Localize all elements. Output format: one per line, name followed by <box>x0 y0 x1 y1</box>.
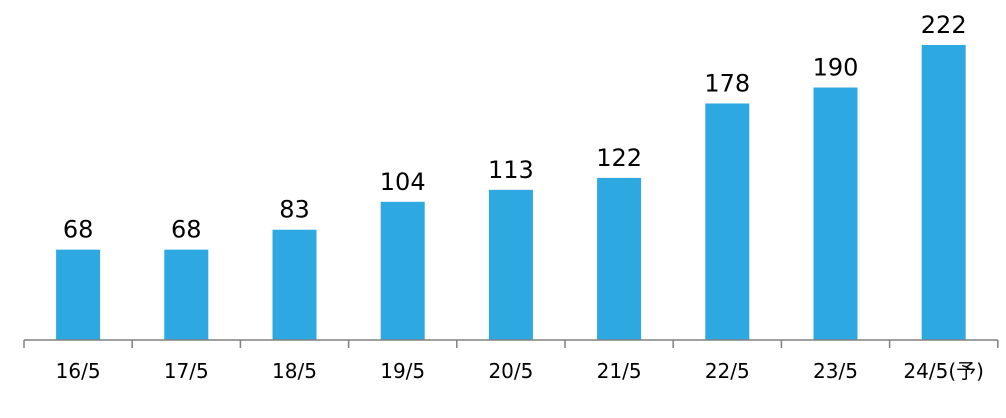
bar-24/5(予) <box>921 45 966 340</box>
bar-18/5 <box>272 229 317 340</box>
x-tick-label: 19/5 <box>380 359 425 383</box>
x-tick-label: 16/5 <box>56 359 101 383</box>
x-tick-label: 20/5 <box>488 359 533 383</box>
x-tick-label: 22/5 <box>705 359 750 383</box>
bar-16/5 <box>56 249 101 340</box>
data-label: 83 <box>279 196 310 224</box>
bar-22/5 <box>705 103 750 340</box>
data-label: 68 <box>171 216 202 244</box>
x-tick-label: 21/5 <box>597 359 642 383</box>
data-label: 178 <box>704 69 750 97</box>
data-label: 222 <box>921 11 967 39</box>
bar-19/5 <box>380 201 425 340</box>
data-label: 190 <box>813 54 859 82</box>
data-label: 68 <box>63 216 94 244</box>
x-tick-label: 23/5 <box>813 359 858 383</box>
data-label: 113 <box>488 156 534 184</box>
x-tick-label: 24/5(予) <box>903 359 984 383</box>
bar-23/5 <box>813 87 858 340</box>
bar-20/5 <box>488 189 533 340</box>
bar-21/5 <box>597 177 642 340</box>
x-axis: 16/5 17/5 18/5 19/5 20/5 21/5 22/5 23/5 24/5(予) <box>23 339 999 383</box>
bars-layer <box>56 45 966 340</box>
x-tick-label: 18/5 <box>272 359 317 383</box>
x-tick-label: 17/5 <box>164 359 209 383</box>
data-labels-layer: 68 68 83 104 113 122 178 190 222 <box>63 11 967 244</box>
data-label: 122 <box>596 144 642 172</box>
data-label: 104 <box>380 168 426 196</box>
bar-17/5 <box>164 249 209 340</box>
